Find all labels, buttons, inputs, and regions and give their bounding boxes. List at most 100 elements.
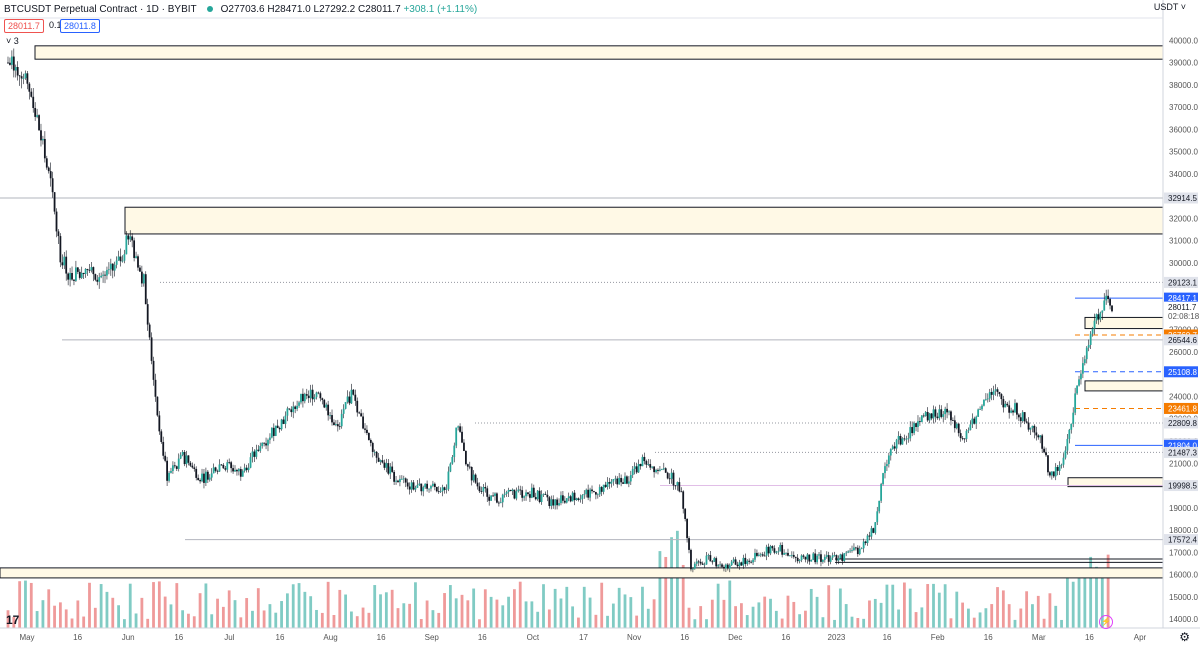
volume-bar <box>204 583 208 628</box>
candle-body <box>614 478 617 480</box>
close-value: C28011.7 <box>358 3 401 15</box>
gear-icon[interactable]: ⚙ <box>1179 630 1190 644</box>
volume-bar <box>105 591 109 628</box>
zone-box[interactable] <box>0 567 1164 579</box>
candle-body <box>907 438 910 440</box>
candle-body <box>845 552 848 554</box>
volume-bar <box>524 601 528 628</box>
candle-body <box>76 267 79 272</box>
sell-price-button[interactable]: 28011.7 <box>4 19 44 33</box>
candle-body <box>666 472 669 479</box>
candle-body <box>329 415 331 416</box>
candle-body <box>344 401 347 409</box>
candle-body <box>437 491 440 493</box>
candle-body <box>901 438 904 445</box>
candle-body <box>278 428 281 430</box>
candle-body <box>414 487 417 490</box>
volume-bar <box>396 608 400 628</box>
candle-body <box>856 547 859 555</box>
candle-body <box>1064 450 1067 458</box>
zone-box[interactable] <box>34 45 1164 60</box>
candle-body <box>800 555 803 561</box>
zone-box[interactable] <box>1084 380 1164 392</box>
time-axis[interactable]: May 16 Jun 16 Jul 16 Aug 16 Sep 16 Oct 17 Nov 16 Dec 16… <box>0 627 1200 642</box>
candle-body <box>148 324 151 338</box>
candle-body <box>61 262 64 266</box>
candle-body <box>144 274 147 305</box>
chart-header: BTCUSDT Perpetual Contract · 1D · BYBIT … <box>0 0 477 18</box>
candle-body <box>199 480 201 482</box>
candle-body <box>752 559 754 563</box>
candle-body <box>140 271 143 284</box>
candle-body <box>1091 328 1094 334</box>
candle-body <box>600 487 603 492</box>
volume-bar <box>373 585 377 628</box>
lightning-icon[interactable]: ⚡ <box>1099 615 1113 629</box>
candle-body <box>529 494 531 498</box>
currency-selector[interactable]: USDT ˅ <box>1154 2 1186 12</box>
candle-body <box>389 466 392 474</box>
candle-body <box>1012 410 1014 413</box>
candle-body <box>917 421 919 428</box>
candle-body <box>781 545 784 555</box>
candle-body <box>575 498 578 501</box>
candle-body <box>771 546 774 549</box>
volume-bar <box>303 591 307 628</box>
candle-body <box>893 446 896 449</box>
candle-body <box>249 457 252 468</box>
candle-body <box>276 425 279 429</box>
candle-body <box>88 269 91 271</box>
candle-body <box>682 491 685 509</box>
candle-body <box>282 419 285 424</box>
candle-body <box>210 473 213 478</box>
symbol-title[interactable]: BTCUSDT Perpetual Contract · 1D · BYBIT <box>4 3 197 15</box>
volume-bar <box>1001 590 1005 628</box>
price-label-tag <box>1164 334 1198 346</box>
candle-body <box>496 493 498 503</box>
candle-body <box>255 449 258 457</box>
candle-body <box>915 423 917 428</box>
volume-bar <box>379 594 382 628</box>
candle-body <box>878 500 881 512</box>
volume-bar <box>233 600 237 628</box>
candle-body <box>1074 393 1077 413</box>
candle-body <box>629 475 632 482</box>
buy-price-button[interactable]: 28011.8 <box>60 19 100 33</box>
collapsed-bars-count: 3 <box>13 36 19 46</box>
price-label-tag <box>1164 276 1198 288</box>
volume-bar <box>425 600 429 628</box>
candle-body <box>381 460 384 463</box>
volume-bar <box>740 603 743 628</box>
price-label-tag <box>1164 446 1198 458</box>
candle-body <box>717 565 720 567</box>
candle-body <box>47 167 50 172</box>
candle-body <box>397 480 399 483</box>
candle-body <box>177 458 180 469</box>
candle-body <box>876 511 879 523</box>
volume-bar <box>955 591 959 628</box>
candle-body <box>1004 403 1007 408</box>
candle-body <box>765 546 768 556</box>
candle-body <box>633 466 636 469</box>
candle-body <box>1017 414 1020 418</box>
zone-box[interactable] <box>124 206 1164 235</box>
candle-body <box>777 551 780 553</box>
volume-bar <box>722 599 726 628</box>
collapsed-bars-toggle[interactable]: ˅ 3 <box>6 36 19 46</box>
price-label: 28417.1 <box>1168 294 1197 303</box>
price-label-tag <box>1164 366 1198 378</box>
tradingview-logo-icon[interactable]: 17 <box>6 613 20 627</box>
volume-bar <box>315 609 318 628</box>
candle-body <box>410 482 413 490</box>
candle-body <box>474 474 477 483</box>
currency-label: USDT <box>1153 2 1179 12</box>
candle-body <box>754 552 756 560</box>
volume-bar <box>879 602 883 628</box>
candle-body <box>1083 359 1086 364</box>
candle-body <box>478 486 481 492</box>
candle-body <box>659 469 661 471</box>
candle-body <box>827 555 830 562</box>
candle-body <box>548 497 551 507</box>
